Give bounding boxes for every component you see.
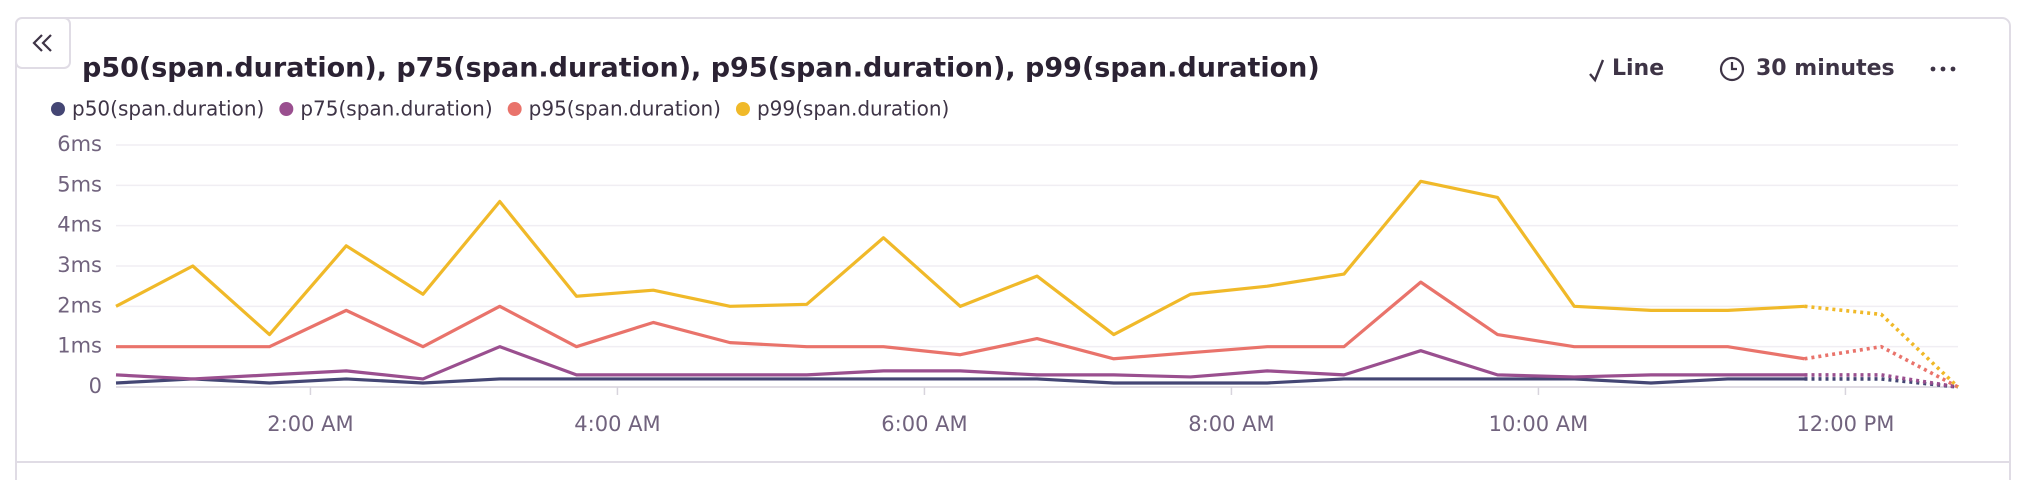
y-tick-label: 2ms	[57, 293, 102, 317]
series-line-partial	[1804, 304, 1960, 389]
dot[interactable]	[1950, 66, 1956, 72]
x-tick-label: 12:00 PM	[1796, 412, 1894, 436]
legend-label: p75(span.duration)	[300, 97, 492, 121]
series-line-partial	[1804, 373, 1959, 389]
y-tick-label: 6ms	[57, 132, 102, 156]
y-tick-label: 4ms	[57, 213, 102, 237]
legend-swatch	[51, 102, 65, 116]
dot[interactable]	[1930, 66, 1936, 72]
y-tick-label: 5ms	[57, 172, 102, 196]
dot[interactable]	[1940, 66, 1946, 72]
legend-swatch	[507, 102, 522, 116]
series-line	[115, 345, 1805, 381]
chart-type-button[interactable]: Line	[1612, 56, 1664, 81]
legend-label: p99(span.duration)	[757, 97, 949, 121]
x-tick-label: 6:00 AM	[881, 412, 967, 436]
series-line	[115, 179, 1805, 337]
series-line	[116, 280, 1805, 361]
chart-title: p50(span.duration), p75(span.duration), …	[82, 53, 1320, 84]
collapse-icon[interactable]	[32, 34, 52, 52]
y-tick-label: 3ms	[57, 253, 102, 277]
card	[15, 17, 2011, 480]
x-tick-label: 4:00 AM	[574, 412, 660, 436]
clock-icon[interactable]	[1719, 56, 1745, 82]
legend-swatch	[735, 102, 750, 116]
interval-button[interactable]: 30 minutes	[1756, 56, 1895, 81]
legend-label: p50(span.duration)	[72, 97, 264, 121]
legend-label: p95(span.duration)	[529, 97, 721, 121]
plot: 0 1ms 2ms 3ms 4ms 5ms 6ms 2:00 AM 4:00 AM 6:00 AM…	[57, 132, 1960, 436]
legend: p50(span.duration) p75(span.duration) p95(…	[51, 97, 949, 121]
x-tick-label: 10:00 AM	[1489, 412, 1589, 436]
y-tick-label: 0	[89, 374, 102, 398]
clock-hands[interactable]	[1730, 62, 1737, 71]
y-tick-label: 1ms	[57, 334, 102, 358]
legend-swatch	[279, 102, 294, 116]
line-icon[interactable]	[1589, 59, 1605, 83]
series-line-partial	[1804, 344, 1959, 389]
series-line	[115, 377, 1805, 385]
more-button[interactable]	[1930, 66, 1956, 72]
x-tick-label: 2:00 AM	[267, 412, 353, 436]
x-tick-label: 8:00 AM	[1188, 412, 1274, 436]
